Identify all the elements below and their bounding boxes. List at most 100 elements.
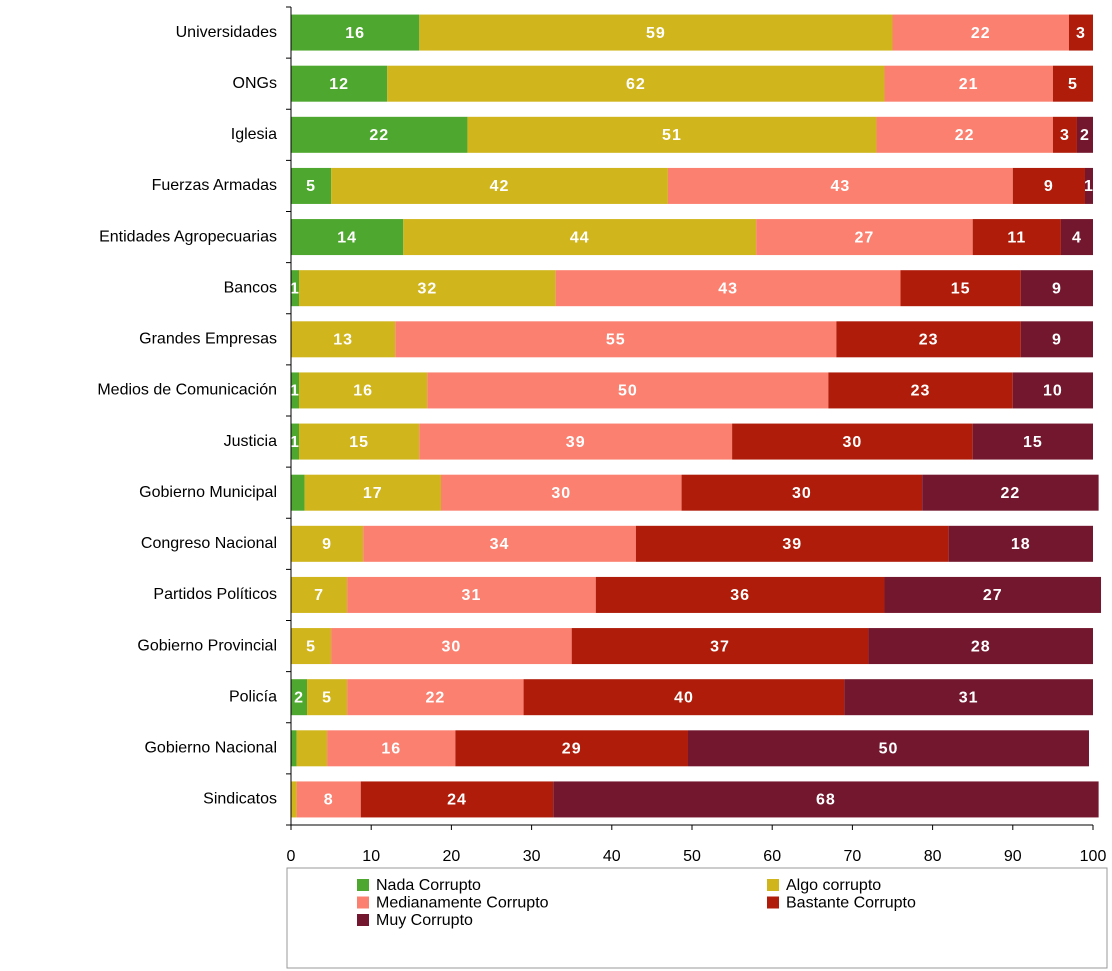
bar-segment [291, 679, 308, 716]
bar-segment [403, 219, 757, 256]
bar-segment [327, 730, 456, 767]
data-label: 9 [1052, 332, 1062, 349]
data-label: 5 [306, 638, 316, 655]
x-tick-label: 80 [924, 848, 942, 865]
bar-segment [876, 116, 1053, 153]
bar-segment [555, 270, 901, 307]
data-label: 31 [462, 587, 482, 604]
y-tick-label: Fuerzas Armadas [152, 177, 277, 194]
data-label: 59 [646, 25, 666, 42]
bar-segment [331, 167, 668, 204]
data-label: 44 [570, 229, 590, 246]
y-tick-label: Entidades Agropecuarias [99, 228, 277, 245]
y-tick-label: Gobierno Provincial [137, 637, 277, 654]
legend-label: Muy Corrupto [376, 912, 473, 929]
bar-segment [291, 116, 468, 153]
data-label: 42 [490, 178, 510, 195]
data-label: 9 [1052, 280, 1062, 297]
legend-swatch [767, 896, 779, 909]
bar-segment [291, 372, 300, 409]
y-tick-label: Grandes Empresas [139, 331, 277, 348]
data-label: 15 [349, 434, 369, 451]
bar-segment [291, 781, 297, 818]
bar-segment [1084, 167, 1093, 204]
bar-segment [844, 679, 1093, 716]
data-label: 1 [290, 434, 300, 451]
data-label: 37 [710, 638, 730, 655]
legend-label: Bastante Corrupto [786, 895, 916, 912]
data-label: 14 [337, 229, 357, 246]
bar-segment [868, 628, 1093, 665]
x-tick-label: 30 [523, 848, 541, 865]
data-label: 1 [290, 383, 300, 400]
legend-swatch [767, 879, 779, 891]
data-label: 40 [674, 689, 694, 706]
y-tick-label: Universidades [176, 24, 277, 41]
data-label: 2 [1080, 127, 1090, 144]
data-label: 18 [1011, 536, 1031, 553]
y-tick-label: Justicia [224, 433, 277, 450]
bar-segment [948, 525, 1093, 562]
data-label: 22 [369, 127, 389, 144]
data-label: 16 [345, 25, 365, 42]
data-label: 9 [1044, 178, 1054, 195]
bar-segment [828, 372, 1013, 409]
data-label: 5 [1068, 76, 1078, 93]
data-label: 8 [324, 792, 334, 809]
bar-segment [1060, 219, 1093, 256]
legend-box [286, 867, 1108, 969]
bar-segment [972, 423, 1093, 460]
data-label: 15 [1023, 434, 1043, 451]
bar-segment [687, 730, 1089, 767]
bar-segment [756, 219, 973, 256]
bar-segment [1068, 14, 1093, 51]
y-tick-label: Policía [229, 688, 277, 705]
bar-segment [667, 167, 1013, 204]
legend-swatch [357, 896, 369, 909]
legend-swatch [357, 879, 369, 891]
data-label: 39 [782, 536, 802, 553]
data-label: 43 [830, 178, 850, 195]
bar-segment [571, 628, 869, 665]
bar-segment [419, 14, 893, 51]
bar-segment [553, 781, 1099, 818]
y-tick-label: Medios de Comunicación [97, 382, 277, 399]
data-label: 30 [843, 434, 863, 451]
data-label: 27 [855, 229, 875, 246]
data-label: 5 [306, 178, 316, 195]
data-label: 39 [566, 434, 586, 451]
bar-segment [884, 65, 1053, 102]
data-label: 1 [290, 280, 300, 297]
bar-segment [467, 116, 877, 153]
bar-segment [291, 730, 297, 767]
data-label: 2 [294, 689, 304, 706]
y-tick-label: Gobierno Nacional [144, 740, 277, 757]
data-label: 11 [1007, 229, 1026, 246]
bar-segment [291, 423, 300, 460]
data-label: 23 [919, 332, 939, 349]
y-tick-label: Sindicatos [203, 791, 277, 808]
bar-segment [296, 730, 328, 767]
bar-segment [347, 576, 596, 613]
data-label: 51 [662, 127, 682, 144]
data-label: 62 [626, 76, 646, 93]
y-tick-label: Congreso Nacional [141, 535, 277, 552]
data-label: 23 [911, 383, 931, 400]
legend-label: Algo corrupto [786, 877, 881, 894]
bar-segment [1012, 167, 1085, 204]
data-label: 22 [425, 689, 445, 706]
bar-segment [427, 372, 829, 409]
data-label: 36 [730, 587, 750, 604]
bar-segment [922, 474, 1099, 511]
data-label: 22 [971, 25, 991, 42]
data-label: 30 [442, 638, 462, 655]
y-tick-label: Bancos [224, 279, 277, 296]
bar-segment [299, 423, 420, 460]
bar-segment [360, 781, 554, 818]
bar-segment [291, 14, 420, 51]
data-label: 29 [562, 741, 582, 758]
bar-segment [884, 576, 1102, 613]
bar-segment [395, 321, 837, 358]
data-label: 22 [955, 127, 975, 144]
x-tick-label: 0 [287, 848, 296, 865]
